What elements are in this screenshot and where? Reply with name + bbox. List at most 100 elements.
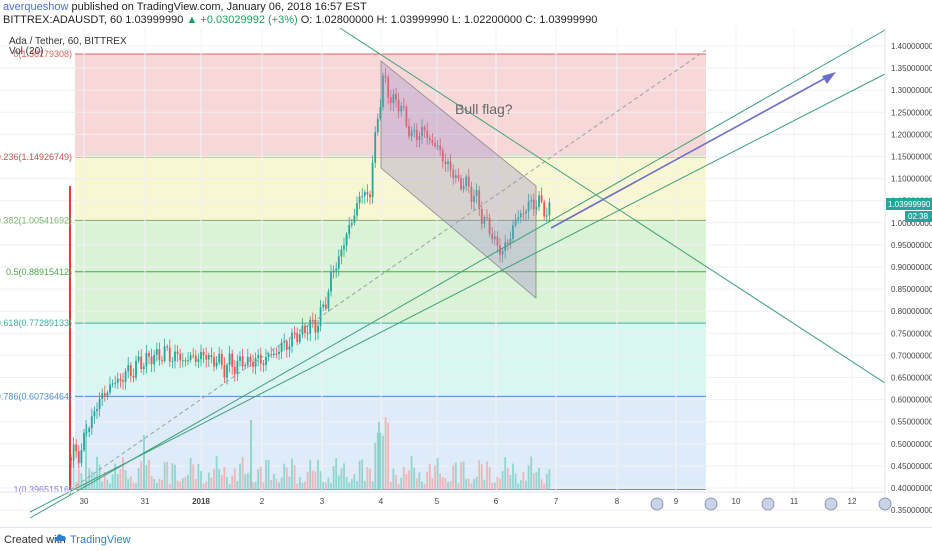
volume-bar [406,474,408,490]
candle-body [174,352,176,361]
candle-body [99,399,101,409]
time-tick-label: 12 [848,497,857,506]
volume-bar [151,476,153,490]
time-tick-label: 2 [260,497,265,506]
author-link[interactable]: averqueshow [3,1,68,13]
bull-flag-annotation[interactable]: Bull flag? [455,101,513,117]
price-tick-label: 1.15000000 [891,153,932,162]
volume-bar [252,482,254,490]
price-chart[interactable]: 0(1.38179308)0.236(1.14926749)0.382(1.00… [0,28,932,527]
candle-body [109,384,111,392]
candle-body [325,305,327,309]
volume-bar [166,462,168,490]
price-tick-label: 1.25000000 [891,108,932,117]
volume-bar [494,482,496,490]
candle-body [75,444,77,451]
event-marker-icon[interactable] [705,498,717,510]
volume-bar [281,478,283,490]
tradingview-link[interactable]: TradingView [70,534,131,546]
volume-bar [463,462,465,490]
candle-body [224,365,226,377]
candle-body [148,353,150,357]
publish-info: published on TradingView.com, January 06… [72,1,367,13]
volume-bar [378,422,380,490]
event-marker-icon[interactable] [762,498,774,510]
candle-body [315,320,317,333]
volume-legend: Vol (20) [9,46,43,57]
candle-body [247,357,249,365]
volume-bar [294,465,296,490]
volume-bar [393,469,395,490]
volume-bar [127,479,129,490]
candle-body [296,334,298,342]
candle-body [112,383,114,384]
volume-bar [497,477,499,490]
volume-bar [218,469,220,490]
volume-bar [408,470,410,490]
projection-arrowhead-icon [822,72,836,84]
volume-bar [130,477,132,490]
volume-bar [312,471,314,490]
candle-body [286,341,288,350]
candle-body [268,354,270,357]
candle-body [83,433,85,450]
countdown-badge-text: 02:38 [908,212,929,221]
candle-body [192,355,194,356]
volume-bar [530,457,532,490]
volume-bar [174,465,176,490]
volume-bar [99,465,101,490]
candle-body [242,356,244,366]
volume-bar [325,483,327,490]
last-price: 1.03999990 [125,14,183,26]
volume-bar [190,458,192,490]
candle-body [364,192,366,196]
volume-bar [523,472,525,490]
price-tick-label: 0.50000000 [891,440,932,449]
price-axis[interactable]: 1.400000001.350000001.300000001.25000000… [891,42,932,515]
price-tick-label: 0.60000000 [891,396,932,405]
candle-body [265,357,267,365]
price-tick-label: 0.75000000 [891,329,932,338]
candle-body [151,356,153,364]
candle-body [549,202,551,215]
candle-body [107,393,109,396]
event-marker-icon[interactable] [825,498,837,510]
last-price-badge-text: 1.03999990 [888,200,931,209]
volume-bar [164,462,166,490]
volume-bar [546,474,548,490]
volume-bar [257,469,259,490]
volume-bar [234,468,236,490]
volume-bar [216,456,218,490]
volume-bar [364,481,366,490]
volume-bar [424,484,426,490]
volume-bar [439,474,441,490]
volume-bar [185,477,187,490]
candle-body [361,196,363,197]
candle-body [135,361,137,378]
candle-body [309,320,311,334]
volume-bar [512,464,514,490]
event-marker-icon[interactable] [651,498,663,510]
volume-bar [109,483,111,490]
volume-bar [450,481,452,490]
candle-body [179,354,181,360]
volume-bar [354,474,356,490]
candle-body [216,363,218,367]
volume-bar [291,459,293,490]
volume-bar [429,464,431,490]
time-tick-label: 6 [494,497,499,506]
countdown-badge: 02:38 [905,211,932,222]
candle-body [307,333,309,334]
candle-body [239,356,241,361]
candle-body [161,360,163,361]
volume-bar [421,481,423,490]
price-change: ▲ +0.03029992 (+3%) [186,14,297,26]
volume-bar [107,480,109,490]
price-tick-label: 1.35000000 [891,64,932,73]
volume-bar [411,456,413,490]
volume-bar [299,477,301,490]
volume-bar [211,478,213,490]
event-marker-icon[interactable] [879,498,891,510]
price-tick-label: 0.40000000 [891,484,932,493]
